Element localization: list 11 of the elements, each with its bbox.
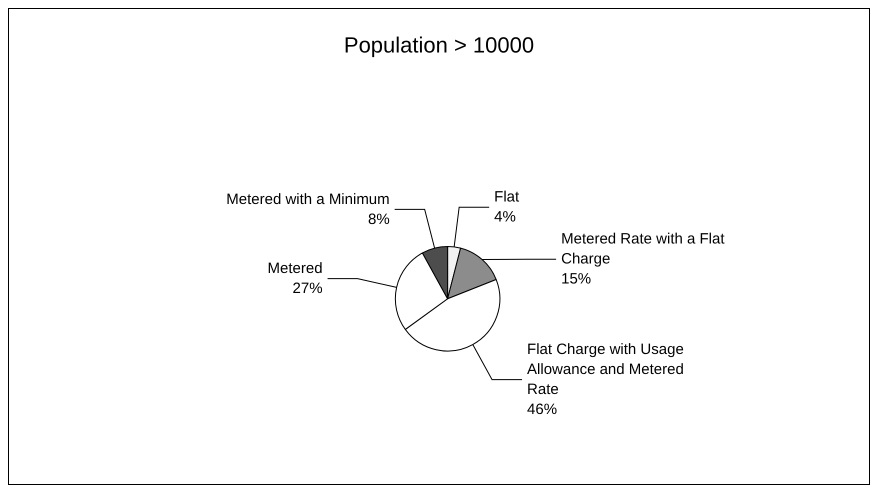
- chart-title: Population > 10000: [344, 32, 534, 58]
- slice-label: Flat Charge with Usage Allowance and Metered Rate: [527, 341, 688, 398]
- data-label: 27%: [292, 280, 323, 298]
- data-label: 4%: [494, 208, 516, 226]
- slice-label: Metered: [268, 260, 323, 278]
- data-label: 46%: [527, 401, 558, 418]
- slice-label: Metered with a Minimum: [226, 190, 390, 208]
- slice-label: Metered Rate with a Flat Charge: [561, 230, 729, 268]
- slice-label: Flat: [494, 188, 520, 206]
- data-label: 15%: [561, 270, 592, 288]
- data-label: 8%: [368, 210, 390, 228]
